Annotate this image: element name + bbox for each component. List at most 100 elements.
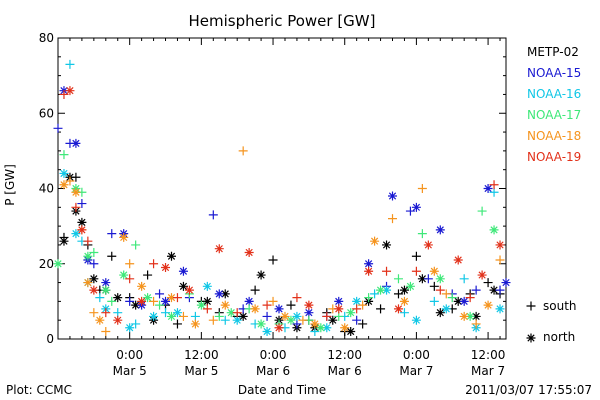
asterisk-stroke [178,266,188,276]
point-north-noaa-18 [429,266,439,276]
asterisk-stroke [113,315,123,325]
asterisk-stroke [316,323,326,333]
point-south-noaa-19 [172,293,182,303]
point-south-metp-02 [250,285,260,295]
plus-stroke [238,146,248,156]
asterisk-stroke [184,285,194,295]
point-north-noaa-16 [149,311,159,321]
point-south-noaa-16 [489,187,499,197]
asterisk-stroke [166,251,176,261]
point-north-noaa-15 [161,296,171,306]
asterisk-stroke [382,240,392,250]
x-tick-date-label: Mar 6 [256,364,290,378]
point-north-noaa-17 [256,319,266,329]
point-south-noaa-19 [322,311,332,321]
plus-stroke [495,255,505,265]
point-north-metp-02 [113,293,123,303]
point-south-noaa-15 [262,311,272,321]
legend: METP-02 NOAA-15 NOAA-16 NOAA-17 NOAA-18 NOAA-… [526,45,581,344]
plus-stroke [125,259,135,269]
point-north-noaa-16 [202,281,212,291]
point-north-noaa-17 [435,274,445,284]
plus-stroke [220,315,230,325]
asterisk-stroke [388,191,398,201]
point-north-noaa-19 [65,86,75,96]
point-north-noaa-18 [83,278,93,288]
point-north-metp-02 [328,315,338,325]
series-noaa-19 [59,86,505,333]
plus-stroke [95,293,105,303]
point-south-noaa-16 [399,308,409,318]
plus-stroke [423,274,433,284]
plus-stroke [71,202,81,212]
asterisk-stroke [382,285,392,295]
point-north-noaa-15 [364,259,374,269]
point-north-noaa-18 [59,180,69,190]
point-north-metp-02 [220,289,230,299]
point-north-noaa-15 [334,296,344,306]
asterisk-stroke [471,311,481,321]
plus-stroke [459,274,469,284]
plus-stroke [399,308,409,318]
plus-stroke [429,296,439,306]
plus-stroke [89,247,99,257]
point-north-noaa-18 [340,323,350,333]
point-north-noaa-19 [77,225,87,235]
plus-stroke [155,289,165,299]
chart-title: Hemispheric Power [GW] [189,12,376,30]
asterisk-stroke [489,225,499,235]
point-south-metp-02 [268,255,278,265]
point-south-noaa-18 [417,184,427,193]
point-north-noaa-16 [125,323,135,333]
point-north-metp-02 [89,274,99,284]
point-north-noaa-18 [250,304,260,314]
point-south-noaa-19 [292,293,302,303]
plus-stroke [190,311,200,321]
asterisk-stroke [59,180,69,190]
asterisk-stroke [340,323,350,333]
point-south-noaa-16 [310,326,320,336]
point-north-noaa-18 [119,232,129,242]
asterisk-stroke [501,278,511,288]
point-north-noaa-18 [95,315,105,325]
point-south-noaa-18 [125,259,135,269]
point-south-noaa-15 [208,210,218,220]
point-north-noaa-17 [83,251,93,261]
asterisk-stroke [71,138,81,148]
point-south-noaa-17 [417,229,427,239]
asterisk-stroke [310,319,320,329]
plus-stroke [262,300,272,310]
point-north-noaa-16 [352,296,362,306]
point-north-noaa-17 [143,293,153,303]
asterisk-stroke [244,247,254,257]
plus-stroke [376,304,386,314]
point-north-metp-02 [202,296,212,306]
point-south-noaa-15 [405,206,415,216]
point-south-noaa-17 [107,296,117,306]
plus-stroke [77,199,87,209]
asterisk-stroke [137,296,147,306]
plus-stroke [53,123,63,133]
point-south-noaa-18 [208,315,218,325]
footer-timestamp: 2011/03/07 17:55:07 [465,383,592,397]
plus-stroke [232,308,242,318]
plus-stroke [352,304,362,314]
plus-stroke [465,293,475,303]
point-north-noaa-16 [322,323,332,333]
point-north-noaa-18 [137,281,147,291]
point-south-noaa-18 [495,255,505,265]
asterisk-stroke [405,281,415,291]
point-south-metp-02 [172,319,182,329]
asterisk-stroke [77,217,87,227]
asterisk-stroke [256,270,266,280]
x-tick-date-label: Mar 5 [113,364,147,378]
asterisk-stroke [453,255,463,265]
point-south-noaa-19 [382,266,392,276]
plus-stroke [382,266,392,276]
point-south-noaa-19 [435,285,445,295]
point-south-noaa-18 [298,315,308,325]
plus-stroke [149,296,159,306]
asterisk-stroke [286,315,296,325]
point-north-metp-02 [77,217,87,227]
asterisk-stroke [196,300,206,310]
